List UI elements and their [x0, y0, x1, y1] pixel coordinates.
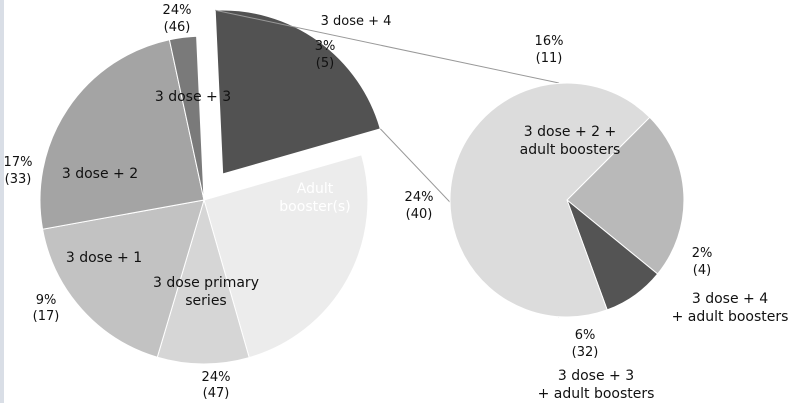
breakdown-pie — [449, 82, 685, 318]
slice-label-adult-boosters: Adult booster(s) — [279, 181, 350, 215]
breakdown-slice-3-dose-plus-3-plus-adult-boosters — [449, 82, 651, 318]
slice-count-adult-boosters: (40) — [406, 207, 433, 222]
slice-count-3-dose-plus-2: (33) — [5, 172, 32, 187]
pie-slice-3-dose-plus-3 — [39, 39, 205, 230]
slice-count-3-dose-plus-3: (46) — [164, 20, 191, 35]
main-pie — [39, 9, 381, 365]
pie-slice-3-dose-primary-series — [203, 154, 369, 359]
slice-label-3-dose-primary-series: 3 dose primary series — [153, 275, 259, 309]
slice-label-3-dose-plus-4: 3 dose + 4 — [321, 14, 392, 29]
breakdown-slice-3-dose-plus-2-plus-adult-boosters — [566, 116, 685, 275]
slice-label-3-dose-plus-3: 3 dose + 3 — [155, 89, 231, 105]
sub-slice-percent-3-dose-plus-2-adult: 16% — [535, 34, 564, 49]
sub-slice-count-3-dose-plus-3-adult: (32) — [572, 345, 599, 360]
slice-count-3-dose-primary-series: (47) — [203, 386, 230, 401]
sub-slice-label-3-dose-plus-4-adult: 3 dose + 4 + adult boosters — [672, 291, 789, 325]
slice-label-3-dose-plus-2: 3 dose + 2 — [62, 166, 138, 182]
left-edge-strip — [0, 0, 4, 403]
slice-percent-3-dose-plus-1: 9% — [36, 293, 57, 308]
pie-slice-3-dose-plus-1 — [156, 198, 250, 365]
sub-slice-label-3-dose-plus-3-adult: 3 dose + 3 + adult boosters — [538, 368, 655, 402]
sub-slice-percent-3-dose-plus-3-adult: 6% — [575, 328, 596, 343]
slice-percent-3-dose-primary-series: 24% — [202, 370, 231, 385]
pie-slice-adult-booster-s — [214, 9, 381, 175]
pie-slice-3-dose-plus-2 — [42, 199, 205, 358]
sub-slice-label-3-dose-plus-2-adult: 3 dose + 2 + adult boosters — [520, 124, 621, 158]
sub-slice-count-3-dose-plus-4-adult: (4) — [693, 263, 711, 278]
slice-count-3-dose-plus-4: (5) — [316, 56, 334, 71]
slice-count-3-dose-plus-1: (17) — [33, 309, 60, 324]
slice-label-3-dose-plus-1: 3 dose + 1 — [66, 250, 142, 266]
connector-line-top — [215, 9, 560, 84]
sub-slice-percent-3-dose-plus-4-adult: 2% — [692, 246, 713, 261]
slice-percent-3-dose-plus-2: 17% — [4, 155, 33, 170]
slice-percent-3-dose-plus-4: 3% — [315, 39, 336, 54]
slice-percent-adult-boosters: 24% — [405, 190, 434, 205]
slice-percent-3-dose-plus-3: 24% — [163, 3, 192, 18]
pie-slice-3-dose-plus-4 — [168, 35, 205, 201]
sub-slice-count-3-dose-plus-2-adult: (11) — [536, 51, 563, 66]
